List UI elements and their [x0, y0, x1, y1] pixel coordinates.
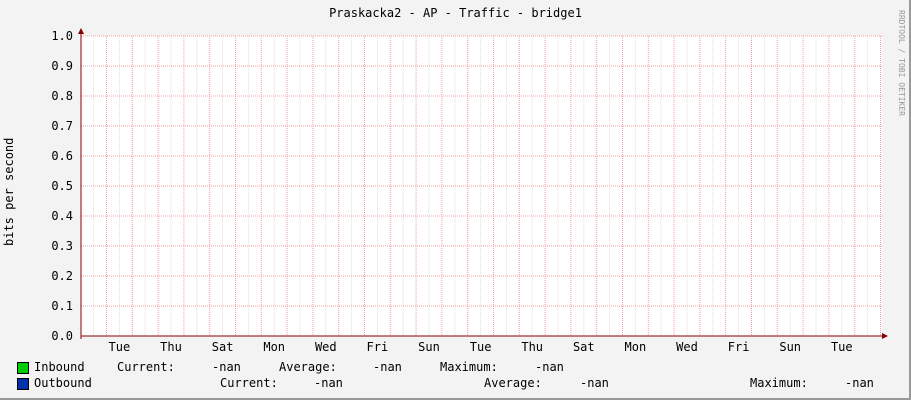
outbound-average: -nan: [580, 376, 609, 390]
x-tick-label: Fri: [367, 340, 389, 354]
inbound-name: Inbound: [34, 360, 85, 374]
y-tick-label: 0.0: [51, 329, 73, 343]
y-tick-label: 0.3: [51, 239, 73, 253]
x-axis-arrow: [882, 333, 888, 339]
x-tick-label: Wed: [315, 340, 337, 354]
x-tick-label: Tue: [470, 340, 492, 354]
inbound-current-label: Current:: [117, 360, 175, 374]
x-tick-label: Tue: [109, 340, 131, 354]
x-tick-label: Sun: [779, 340, 801, 354]
watermark: RRDTOOL / TOBI OETIKER: [897, 10, 906, 116]
inbound-maximum-label: Maximum:: [440, 360, 498, 374]
x-tick-label: Sun: [418, 340, 440, 354]
outbound-average-label: Average:: [484, 376, 542, 390]
inbound-average-label: Average:: [279, 360, 337, 374]
x-tick-label: Thu: [160, 340, 182, 354]
y-tick-label: 0.1: [51, 299, 73, 313]
y-tick-label: 1.0: [51, 29, 73, 43]
inbound-maximum: -nan: [535, 360, 564, 374]
inbound-average: -nan: [373, 360, 402, 374]
y-tick-label: 0.6: [51, 149, 73, 163]
outbound-swatch: [17, 378, 29, 390]
y-tick-label: 0.2: [51, 269, 73, 283]
outbound-current-label: Current:: [220, 376, 278, 390]
y-tick-label: 0.7: [51, 119, 73, 133]
y-tick-label: 0.4: [51, 209, 73, 223]
x-tick-label: Mon: [625, 340, 647, 354]
x-tick-label: Mon: [263, 340, 285, 354]
x-tick-label: Thu: [521, 340, 543, 354]
y-tick-label: 0.8: [51, 89, 73, 103]
y-tick-label: 0.5: [51, 179, 73, 193]
inbound-swatch: [17, 362, 29, 374]
x-tick-label: Sat: [573, 340, 595, 354]
chart-title: Praskacka2 - AP - Traffic - bridge1: [329, 6, 582, 20]
outbound-maximum: -nan: [845, 376, 874, 390]
outbound-current: -nan: [314, 376, 343, 390]
outbound-maximum-label: Maximum:: [750, 376, 808, 390]
x-tick-label: Wed: [676, 340, 698, 354]
x-tick-label: Sat: [212, 340, 234, 354]
inbound-current: -nan: [212, 360, 241, 374]
outbound-name: Outbound: [34, 376, 92, 390]
x-tick-label: Tue: [831, 340, 853, 354]
y-axis-arrow: [78, 28, 84, 34]
x-tick-label: Fri: [728, 340, 750, 354]
y-tick-label: 0.9: [51, 59, 73, 73]
